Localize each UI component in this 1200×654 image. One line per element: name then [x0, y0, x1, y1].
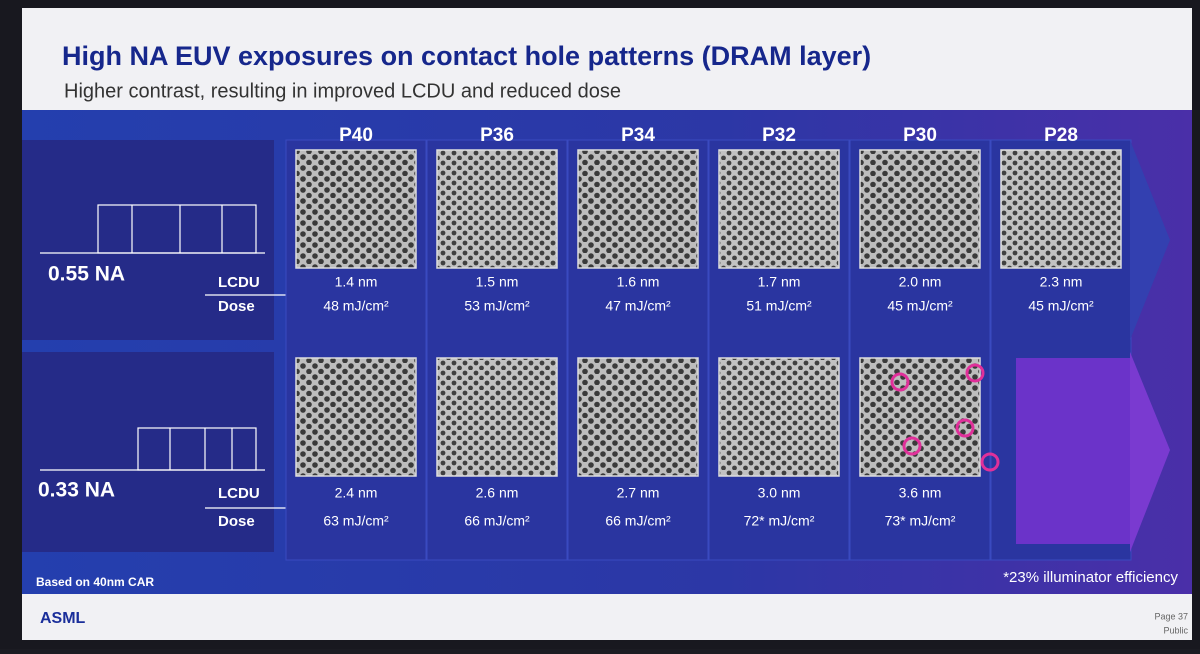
metric-value: 47 mJ/cm²	[605, 298, 671, 314]
empty-cell	[1016, 358, 1130, 544]
subtitle: Higher contrast, resulting in improved L…	[64, 80, 621, 102]
defect-marker	[965, 363, 985, 383]
defect-marker	[890, 372, 910, 392]
row-label: 0.33 NA	[38, 479, 115, 502]
metric-label: LCDU	[218, 274, 260, 291]
row-panel	[22, 140, 274, 340]
column-header: P40	[339, 125, 373, 146]
row-label: 0.55 NA	[48, 263, 125, 286]
sem-image	[718, 357, 840, 477]
sem-image	[295, 357, 417, 477]
metric-label: LCDU	[218, 485, 260, 502]
metric-value: 66 mJ/cm²	[464, 513, 530, 529]
metric-value: 2.4 nm	[335, 485, 378, 501]
sem-image	[1000, 149, 1122, 269]
metric-value: 2.6 nm	[476, 485, 519, 501]
metric-value: 45 mJ/cm²	[887, 298, 953, 314]
metric-value: 1.6 nm	[617, 274, 660, 290]
metric-value: 53 mJ/cm²	[464, 298, 530, 314]
sem-image	[718, 149, 840, 269]
title: High NA EUV exposures on contact hole pa…	[62, 41, 871, 71]
metric-label: Dose	[218, 513, 255, 530]
defect-marker	[980, 452, 1000, 472]
metric-value: 63 mJ/cm²	[323, 513, 389, 529]
arrow-tip	[1130, 140, 1170, 340]
sem-image	[859, 357, 981, 477]
sem-image	[577, 149, 699, 269]
metric-value: 1.4 nm	[335, 274, 378, 290]
metric-value: 51 mJ/cm²	[746, 298, 812, 314]
metric-value: 3.6 nm	[899, 485, 942, 501]
metric-value: 72* mJ/cm²	[744, 513, 815, 529]
arrow-tip	[1130, 352, 1170, 552]
metric-value: 2.0 nm	[899, 274, 942, 290]
column-header: P28	[1044, 125, 1078, 146]
metric-value: 1.7 nm	[758, 274, 801, 290]
column-header: P36	[480, 125, 514, 146]
metric-value: 66 mJ/cm²	[605, 513, 671, 529]
sem-image	[859, 149, 981, 269]
classification: Public	[1163, 625, 1188, 635]
footnote: *23% illuminator efficiency	[1003, 569, 1178, 586]
tool-icon	[40, 204, 265, 471]
column-header: P34	[621, 125, 655, 146]
sem-image	[436, 149, 558, 269]
metric-value: 2.7 nm	[617, 485, 660, 501]
metric-value: 48 mJ/cm²	[323, 298, 389, 314]
metric-value: 2.3 nm	[1040, 274, 1083, 290]
column-header: P30	[903, 125, 937, 146]
column-header: P32	[762, 125, 796, 146]
sem-image	[577, 357, 699, 477]
metric-value: 45 mJ/cm²	[1028, 298, 1094, 314]
metric-value: 1.5 nm	[476, 274, 519, 290]
defect-marker	[955, 418, 975, 438]
sem-image	[295, 149, 417, 269]
metric-value: 73* mJ/cm²	[885, 513, 956, 529]
defect-marker	[902, 436, 922, 456]
page-number: Page 37	[1154, 611, 1188, 621]
metric-label: Dose	[218, 298, 255, 315]
sem-image	[436, 357, 558, 477]
brand: ASML	[40, 610, 86, 627]
metric-value: 3.0 nm	[758, 485, 801, 501]
footnote: Based on 40nm CAR	[36, 575, 154, 589]
